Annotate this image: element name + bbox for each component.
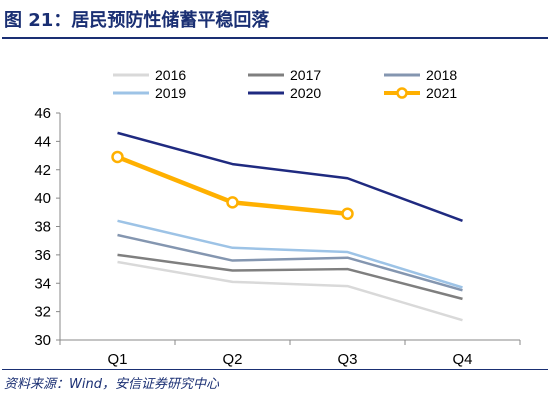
x-tick-label-Q2: Q2 xyxy=(222,351,242,368)
point-2021-1 xyxy=(226,196,239,209)
y-tick-label-44: 44 xyxy=(34,133,51,150)
y-tick-label-40: 40 xyxy=(34,190,51,207)
y-tick-label-42: 42 xyxy=(34,162,51,179)
y-tick-label-34: 34 xyxy=(34,275,51,292)
series-line-2016 xyxy=(117,260,463,322)
y-tick-label-36: 36 xyxy=(34,247,51,264)
axes: 30 32 34 36 38 40 42 44 46 Q1 Q2 Q3 Q4 xyxy=(34,105,521,368)
series-line-2019 xyxy=(117,219,463,289)
legend: 2016 2017 2018 2019 2020 2021 xyxy=(113,67,457,101)
legend-label-2021: 2021 xyxy=(426,85,457,101)
point-2021-0 xyxy=(111,150,124,164)
series-line-2017 xyxy=(117,253,463,301)
title-divider xyxy=(2,37,548,39)
x-tick-label-Q1: Q1 xyxy=(107,351,127,368)
series-line-2020 xyxy=(117,131,463,222)
x-tick-label-Q4: Q4 xyxy=(452,351,472,368)
y-tick-label-30: 30 xyxy=(34,332,51,349)
legend-label-2019: 2019 xyxy=(155,85,186,101)
x-tick-label-Q3: Q3 xyxy=(337,351,357,368)
series-line-2018 xyxy=(117,233,463,292)
y-tick-label-38: 38 xyxy=(34,219,51,236)
point-2021-2 xyxy=(341,207,354,220)
y-tick-label-32: 32 xyxy=(34,304,51,321)
legend-label-2016: 2016 xyxy=(155,67,186,83)
source-divider xyxy=(2,369,548,370)
legend-label-2020: 2020 xyxy=(290,85,321,101)
y-tick-label-46: 46 xyxy=(34,105,51,122)
series-lines xyxy=(111,131,463,322)
chart-title: 图 21：居民预防性储蓄平稳回落 xyxy=(4,10,270,31)
legend-label-2018: 2018 xyxy=(426,67,457,83)
legend-label-2017: 2017 xyxy=(290,67,321,83)
source-note: 资料来源：Wind，安信证券研究中心 xyxy=(4,377,219,392)
legend-marker-2021 xyxy=(396,87,408,99)
